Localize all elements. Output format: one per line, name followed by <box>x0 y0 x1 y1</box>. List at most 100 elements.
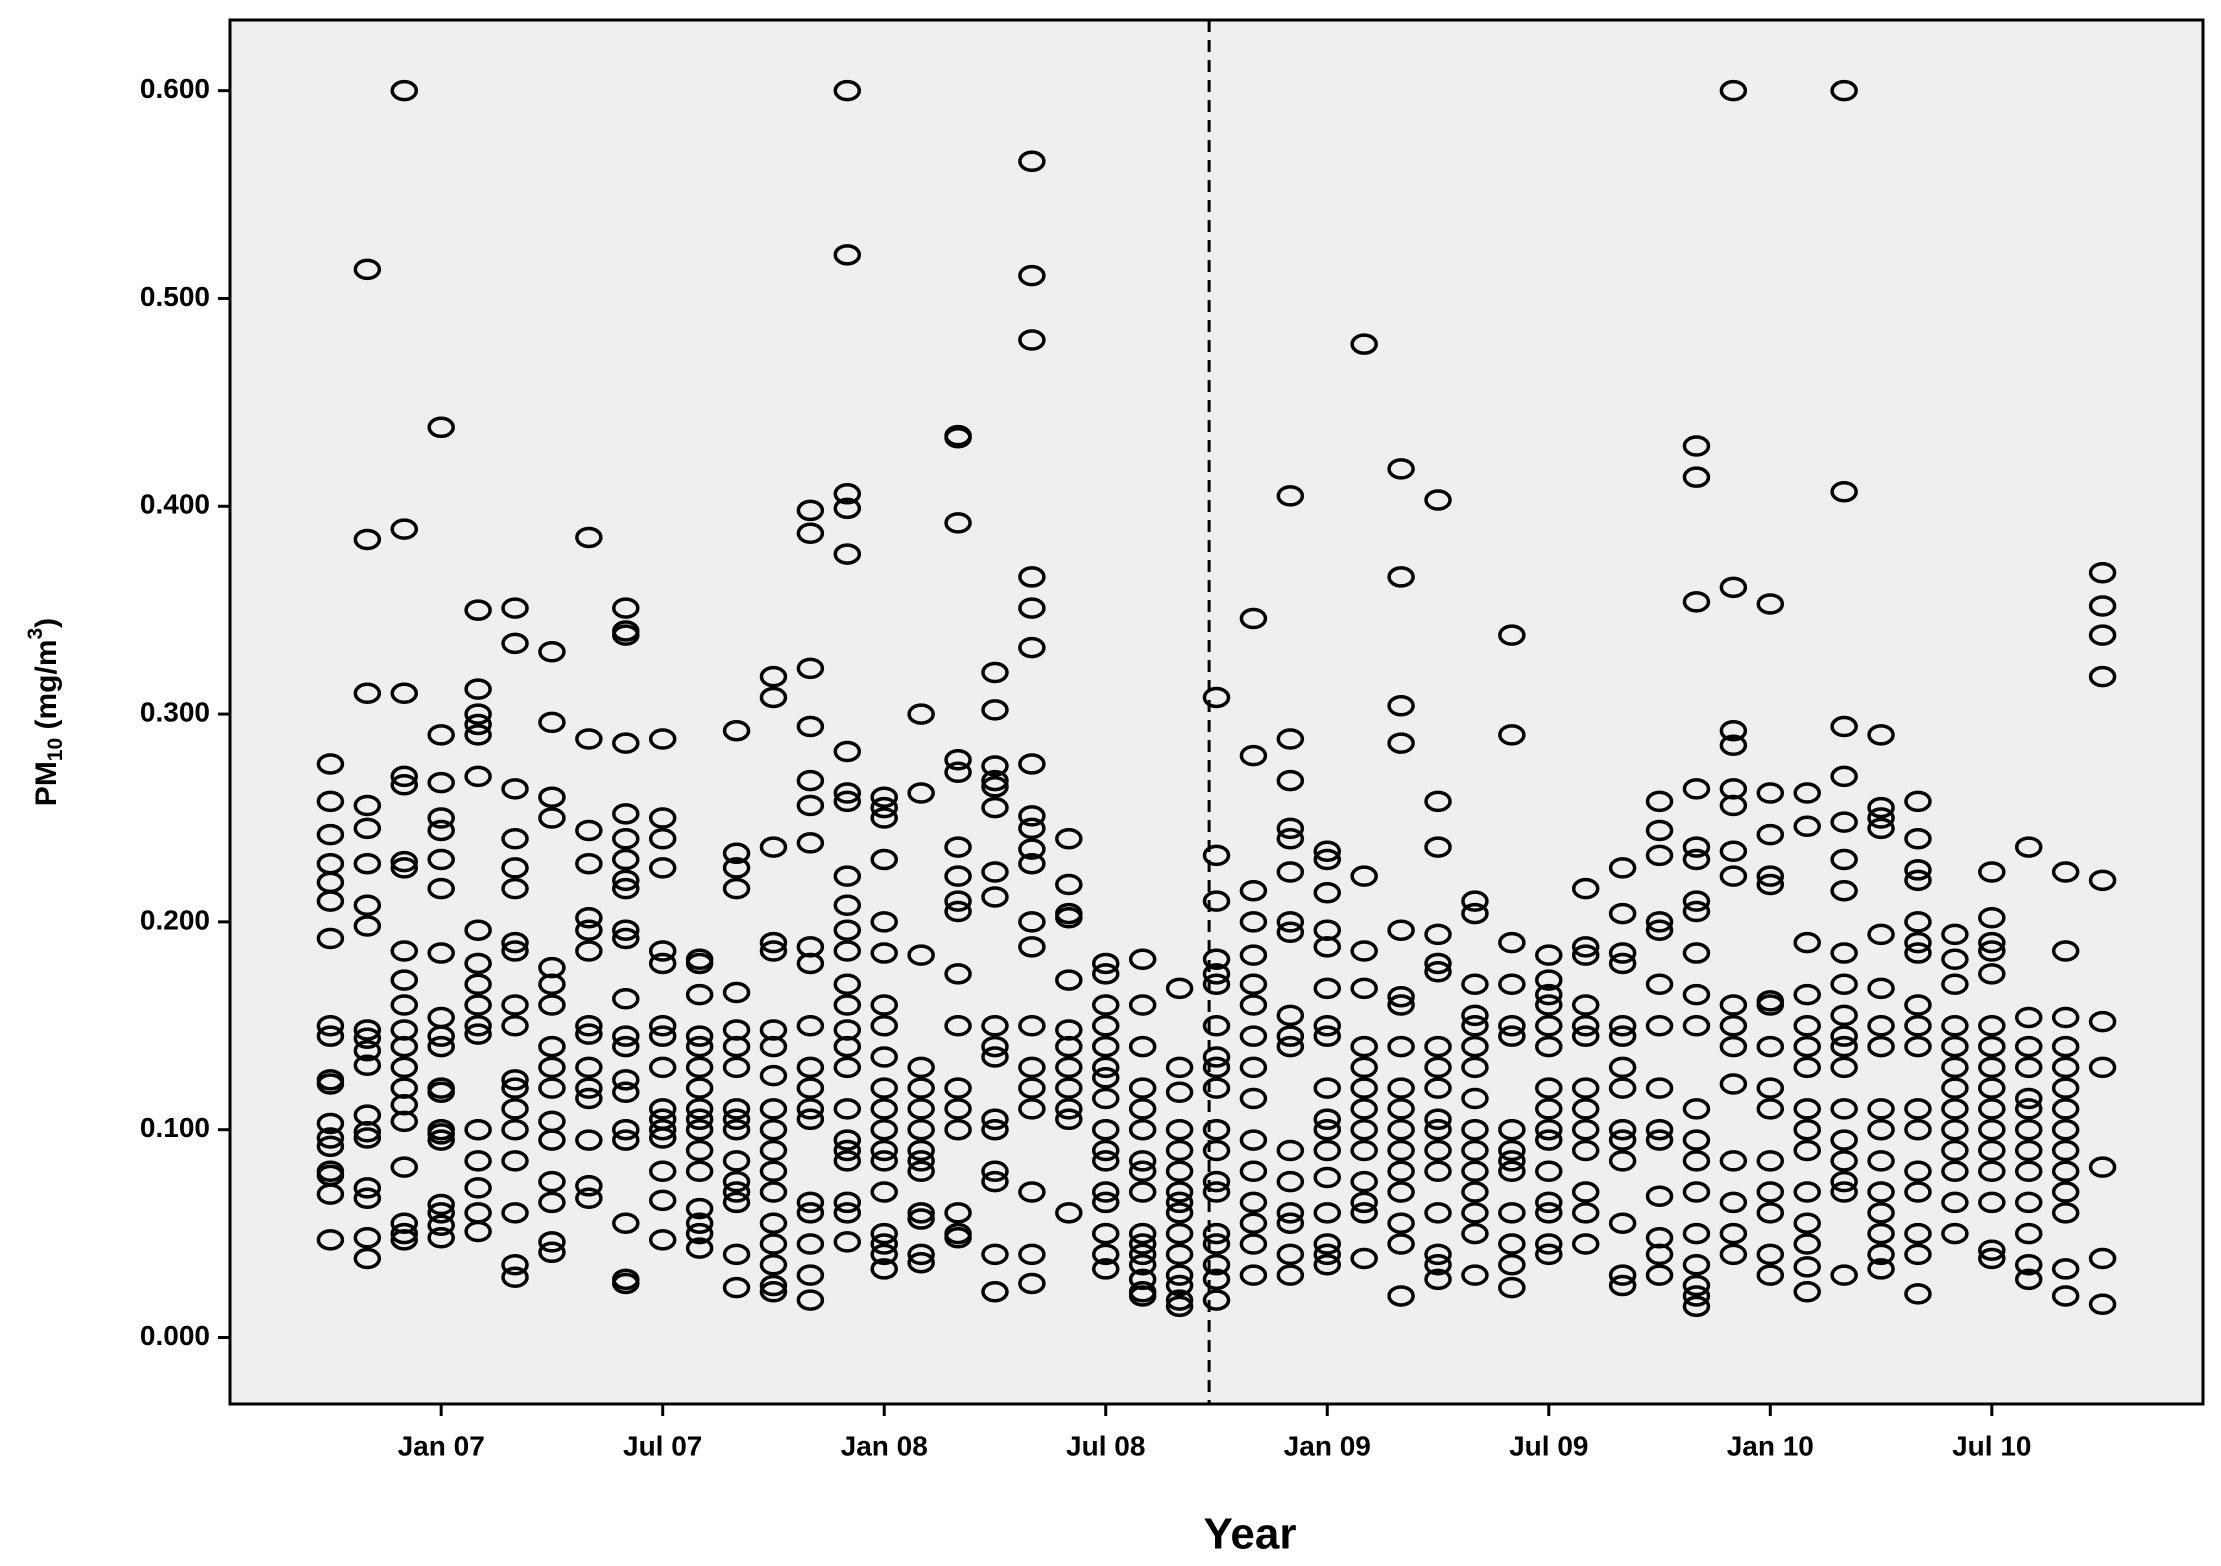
data-point <box>1350 1139 1378 1162</box>
data-point <box>722 981 751 1004</box>
data-point <box>1350 940 1378 962</box>
data-point <box>1387 1139 1415 1162</box>
data-point <box>1498 1118 1526 1141</box>
data-point <box>1350 1035 1378 1058</box>
data-point <box>1498 724 1526 746</box>
data-point <box>833 1035 862 1058</box>
data-point <box>1239 1056 1268 1079</box>
data-point <box>1867 796 1895 819</box>
data-point <box>1276 911 1305 933</box>
data-point <box>1941 1098 1969 1120</box>
data-point <box>796 1191 825 1214</box>
data-point <box>1018 753 1046 775</box>
x-tick-label: Jul 09 <box>1509 1430 1588 1461</box>
data-point <box>1350 1191 1378 1214</box>
data-point <box>759 1160 788 1183</box>
data-point <box>648 828 677 850</box>
data-point <box>612 919 640 941</box>
data-point <box>1645 1243 1674 1266</box>
data-point <box>648 1229 677 1251</box>
data-point <box>1978 963 2006 985</box>
data-point <box>538 711 566 734</box>
data-point <box>722 842 751 865</box>
y-title-main: PM <box>30 761 63 806</box>
data-point <box>612 803 640 825</box>
data-point <box>1128 1035 1157 1058</box>
data-point <box>1571 936 1600 958</box>
data-point <box>612 1035 640 1058</box>
data-point <box>1941 1191 1969 1214</box>
data-point <box>907 1056 935 1079</box>
data-point <box>1498 1202 1526 1224</box>
data-point <box>612 597 640 619</box>
data-point <box>1387 458 1415 480</box>
data-point <box>2088 665 2117 688</box>
data-point <box>1018 852 1046 875</box>
data-point <box>1018 1056 1046 1079</box>
data-point <box>464 599 492 621</box>
data-point <box>464 919 492 941</box>
data-point <box>833 994 862 1016</box>
data-point <box>612 1081 640 1104</box>
data-point <box>685 1077 714 1099</box>
data-point <box>1202 1268 1231 1291</box>
data-point <box>1978 1118 2006 1141</box>
data-point <box>722 1243 751 1266</box>
data-point <box>1645 1185 1674 1207</box>
data-point <box>1018 817 1046 840</box>
data-point <box>1424 1108 1452 1131</box>
data-point <box>1608 1274 1637 1297</box>
data-point <box>944 1077 972 1099</box>
data-point <box>1682 983 1711 1006</box>
data-point <box>316 753 345 775</box>
data-point <box>1498 1233 1526 1255</box>
data-point <box>1682 1181 1711 1203</box>
data-point <box>1756 1243 1785 1266</box>
data-point <box>648 728 677 750</box>
data-point <box>612 988 640 1010</box>
data-point <box>390 1056 419 1079</box>
data-point <box>1719 1015 1748 1037</box>
data-point <box>1608 857 1637 879</box>
data-point <box>1645 1264 1674 1286</box>
data-point <box>1202 844 1231 867</box>
data-point <box>759 665 788 688</box>
data-point <box>464 765 492 788</box>
data-point <box>1830 942 1858 964</box>
data-point <box>1276 828 1305 850</box>
data-point <box>353 915 382 937</box>
data-point <box>1978 906 2006 929</box>
data-point <box>1091 994 1120 1016</box>
data-point <box>833 1129 862 1151</box>
data-point <box>1756 994 1785 1016</box>
data-point <box>1387 994 1415 1016</box>
data-point <box>907 1077 935 1099</box>
data-point <box>833 1191 862 1214</box>
data-point <box>1350 977 1378 1000</box>
data-point <box>316 1183 345 1205</box>
data-point <box>501 1098 529 1120</box>
data-point <box>1202 1046 1231 1068</box>
data-point <box>2014 1056 2043 1079</box>
data-point <box>944 890 972 912</box>
data-point <box>981 861 1009 883</box>
data-point <box>612 927 640 950</box>
data-point <box>796 952 825 975</box>
data-point <box>612 1212 640 1234</box>
data-point <box>501 1015 529 1037</box>
plot-frame <box>228 18 2205 1406</box>
data-point <box>1239 1233 1268 1255</box>
data-point <box>907 782 935 804</box>
data-point <box>575 1129 603 1151</box>
data-point <box>759 1064 788 1087</box>
data-point <box>1128 1077 1157 1099</box>
data-point <box>1756 1181 1785 1203</box>
data-point <box>870 848 898 871</box>
data-point <box>1350 865 1378 887</box>
data-point <box>538 640 566 663</box>
data-point <box>1018 150 1046 173</box>
data-point <box>1498 1139 1526 1162</box>
data-point <box>1387 1077 1415 1099</box>
data-point <box>1387 1233 1415 1255</box>
y-tick-label: 0.100 <box>140 1112 210 1143</box>
